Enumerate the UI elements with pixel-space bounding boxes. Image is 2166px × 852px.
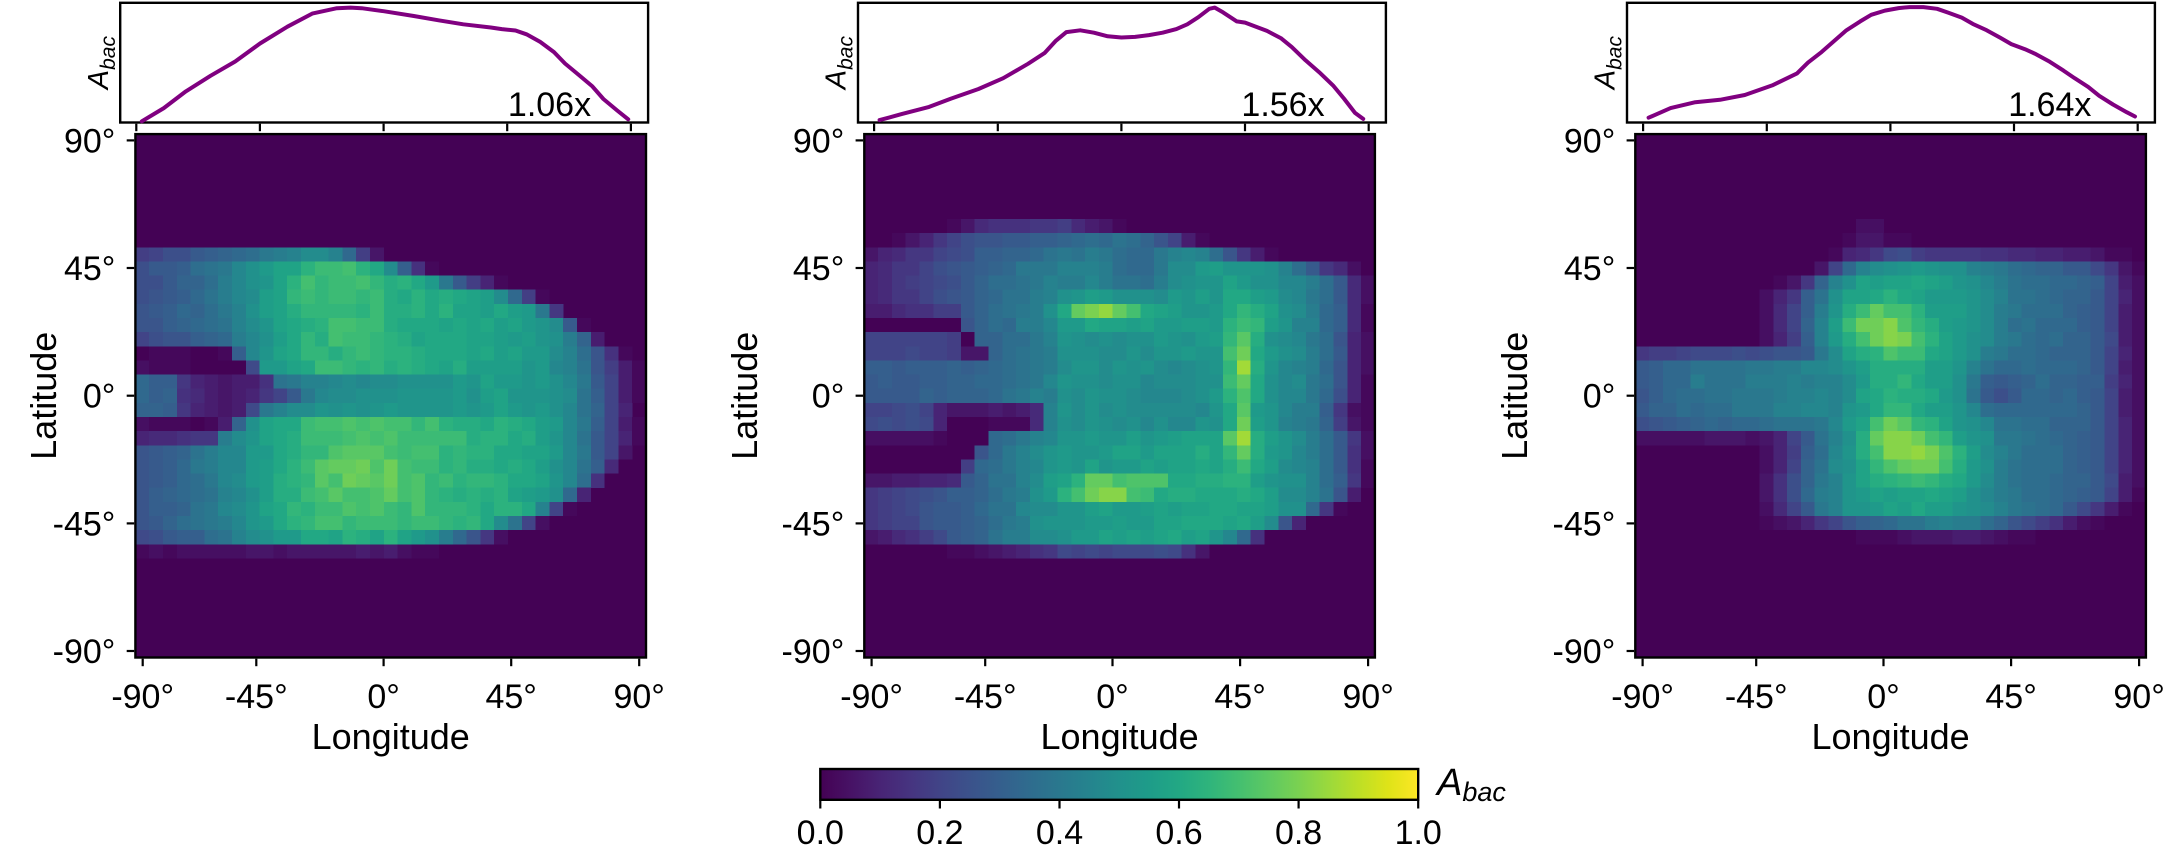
svg-text:-90°: -90°: [1611, 678, 1674, 716]
svg-text:45°: 45°: [1564, 250, 1615, 288]
svg-text:0.6: 0.6: [1155, 814, 1202, 847]
svg-text:Latitude: Latitude: [1494, 332, 1535, 460]
svg-text:45°: 45°: [1985, 678, 2036, 716]
svg-text:0.4: 0.4: [1036, 814, 1083, 847]
svg-text:90°: 90°: [2113, 678, 2164, 716]
svg-text:-45°: -45°: [954, 678, 1017, 716]
svg-text:-45°: -45°: [53, 505, 116, 543]
svg-text:0°: 0°: [83, 378, 116, 416]
svg-text:-90°: -90°: [1553, 633, 1616, 671]
svg-text:45°: 45°: [793, 250, 844, 288]
svg-text:45°: 45°: [64, 250, 115, 288]
svg-text:45°: 45°: [1214, 678, 1265, 716]
svg-text:45°: 45°: [485, 678, 536, 716]
svg-text:90°: 90°: [64, 122, 115, 160]
svg-text:1.0: 1.0: [1395, 814, 1442, 847]
svg-text:-90°: -90°: [111, 678, 174, 716]
svg-text:Abac: Abac: [1435, 762, 1506, 807]
svg-text:90°: 90°: [1342, 678, 1393, 716]
svg-text:Longitude: Longitude: [312, 716, 470, 757]
svg-text:0.0: 0.0: [797, 814, 844, 847]
svg-text:90°: 90°: [613, 678, 664, 716]
svg-text:0°: 0°: [367, 678, 400, 716]
svg-text:1.06x: 1.06x: [508, 86, 591, 124]
svg-text:90°: 90°: [793, 122, 844, 160]
svg-text:-45°: -45°: [1553, 505, 1616, 543]
svg-text:-90°: -90°: [840, 678, 903, 716]
svg-text:Latitude: Latitude: [724, 332, 765, 460]
svg-text:-90°: -90°: [782, 633, 845, 671]
svg-text:-90°: -90°: [53, 633, 116, 671]
svg-text:-45°: -45°: [1725, 678, 1788, 716]
svg-text:-45°: -45°: [225, 678, 288, 716]
svg-text:Longitude: Longitude: [1041, 716, 1199, 757]
svg-text:1.56x: 1.56x: [1241, 86, 1324, 124]
svg-text:0°: 0°: [1867, 678, 1900, 716]
svg-text:0°: 0°: [1096, 678, 1129, 716]
svg-text:0°: 0°: [1583, 378, 1616, 416]
svg-text:Longitude: Longitude: [1812, 716, 1970, 757]
svg-text:Abac: Abac: [83, 35, 120, 91]
svg-text:0.2: 0.2: [916, 814, 963, 847]
svg-text:-45°: -45°: [782, 505, 845, 543]
svg-text:90°: 90°: [1564, 122, 1615, 160]
svg-text:0.8: 0.8: [1275, 814, 1322, 847]
svg-text:0°: 0°: [812, 378, 845, 416]
svg-text:1.64x: 1.64x: [2008, 86, 2091, 124]
svg-text:Latitude: Latitude: [23, 332, 64, 460]
